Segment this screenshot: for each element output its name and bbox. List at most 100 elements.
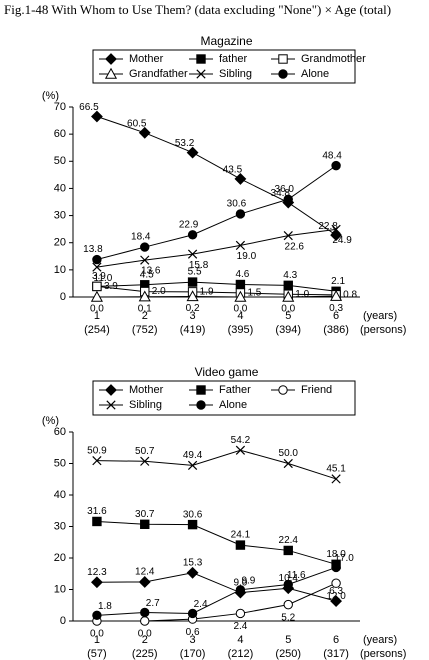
data-label: 11.0	[94, 273, 113, 284]
series-line	[96, 295, 337, 298]
series-line	[96, 582, 337, 622]
data-label: 0.0	[138, 629, 152, 640]
chart-title: Magazine	[200, 34, 252, 48]
x-axis-label: (years)	[363, 634, 397, 646]
data-label: 22.8	[318, 221, 338, 232]
data-label: 30.7	[135, 509, 155, 520]
data-point	[140, 255, 150, 265]
data-label: 15.3	[183, 557, 203, 568]
x-count-label: (752)	[132, 324, 158, 336]
data-point	[283, 579, 293, 590]
data-label: 2.4	[233, 621, 247, 632]
data-label: 36.0	[275, 184, 295, 195]
data-point	[186, 146, 199, 159]
legend-label: Grandfather	[129, 68, 188, 80]
legend-label: Mother	[129, 384, 164, 396]
data-point	[91, 110, 103, 123]
legend-marker	[196, 385, 206, 395]
x-count-label: (395)	[228, 324, 254, 336]
figure-title: Fig.1-48 With Whom to Use Them? (data ex…	[4, 2, 391, 17]
y-tick-label: 20	[54, 552, 66, 564]
x-tick-label: 5	[285, 310, 291, 322]
x-count-label: (386)	[323, 324, 349, 336]
legend-label: Alone	[301, 68, 329, 80]
legend-label: Alone	[219, 399, 247, 411]
x-count-label: (225)	[132, 648, 158, 660]
data-point	[235, 279, 246, 290]
x-count-label: (212)	[228, 648, 254, 660]
data-point	[187, 460, 198, 471]
data-point	[140, 616, 150, 626]
data-point	[138, 290, 151, 302]
data-point	[283, 599, 293, 610]
data-label: 49.4	[183, 450, 203, 461]
y-axis-label: (%)	[42, 415, 59, 427]
data-label: 30.6	[183, 509, 203, 520]
data-label: 1.9	[200, 286, 214, 297]
y-tick-label: 50	[54, 457, 66, 469]
x-axis-sublabel: (persons)	[360, 324, 406, 336]
data-label: 1.5	[247, 288, 261, 299]
y-tick-label: 50	[54, 155, 66, 167]
data-point	[92, 456, 102, 466]
y-tick-label: 20	[54, 237, 66, 249]
series-line	[96, 165, 337, 261]
data-point	[235, 540, 246, 550]
data-point	[140, 607, 150, 618]
legend-label: Grandmother	[301, 53, 366, 65]
data-point	[92, 516, 102, 527]
data-label: 22.9	[179, 219, 199, 230]
x-tick-label: 4	[237, 310, 243, 322]
legend-label: Sibling	[129, 399, 162, 411]
chart-title: Video game	[195, 365, 259, 379]
data-label: 0.1	[138, 303, 152, 314]
data-point	[140, 242, 150, 252]
legend-label: Father	[219, 384, 251, 396]
data-point	[235, 445, 246, 455]
data-label: 24.1	[231, 530, 251, 541]
data-label: 9.0	[233, 577, 247, 588]
data-label: 5.5	[188, 267, 202, 278]
series-line	[96, 285, 337, 296]
x-count-label: (250)	[275, 648, 301, 660]
legend-box	[92, 380, 356, 416]
data-point	[331, 224, 341, 235]
data-label: 22.6	[285, 241, 305, 252]
legend-marker	[105, 53, 117, 65]
legend-label: Friend	[301, 384, 332, 396]
series-line	[96, 520, 337, 565]
data-label: 22.4	[279, 535, 299, 546]
data-point	[234, 173, 247, 185]
data-point	[234, 290, 247, 302]
legend-label: Sibling	[219, 68, 252, 80]
y-tick-label: 0	[60, 291, 66, 303]
x-count-label: (254)	[84, 324, 110, 336]
data-label: 0.8	[343, 289, 357, 300]
x-axis-sublabel: (persons)	[360, 648, 406, 660]
data-point	[187, 277, 198, 287]
x-count-label: (394)	[275, 324, 301, 336]
data-label: 2.0	[152, 286, 166, 297]
y-tick-label: 30	[54, 209, 66, 221]
x-tick-label: 1	[94, 634, 100, 646]
y-tick-label: 60	[54, 128, 66, 140]
data-label: 50.7	[135, 446, 155, 457]
data-point	[331, 562, 341, 573]
data-point	[140, 519, 150, 529]
data-point	[331, 160, 341, 171]
y-tick-label: 10	[54, 264, 66, 276]
data-point	[283, 280, 293, 291]
data-label: 15.8	[189, 260, 209, 271]
data-label: 3.9	[104, 281, 118, 292]
data-label: 1.8	[98, 601, 112, 612]
data-point	[235, 608, 246, 619]
data-label: 24.9	[332, 235, 352, 246]
data-label: 12.4	[135, 567, 155, 578]
series-line	[96, 572, 337, 602]
data-label: 12.3	[87, 567, 107, 578]
y-axis-label: (%)	[42, 90, 59, 102]
data-point	[92, 281, 102, 292]
y-tick-label: 10	[54, 583, 66, 595]
data-point	[283, 458, 293, 469]
